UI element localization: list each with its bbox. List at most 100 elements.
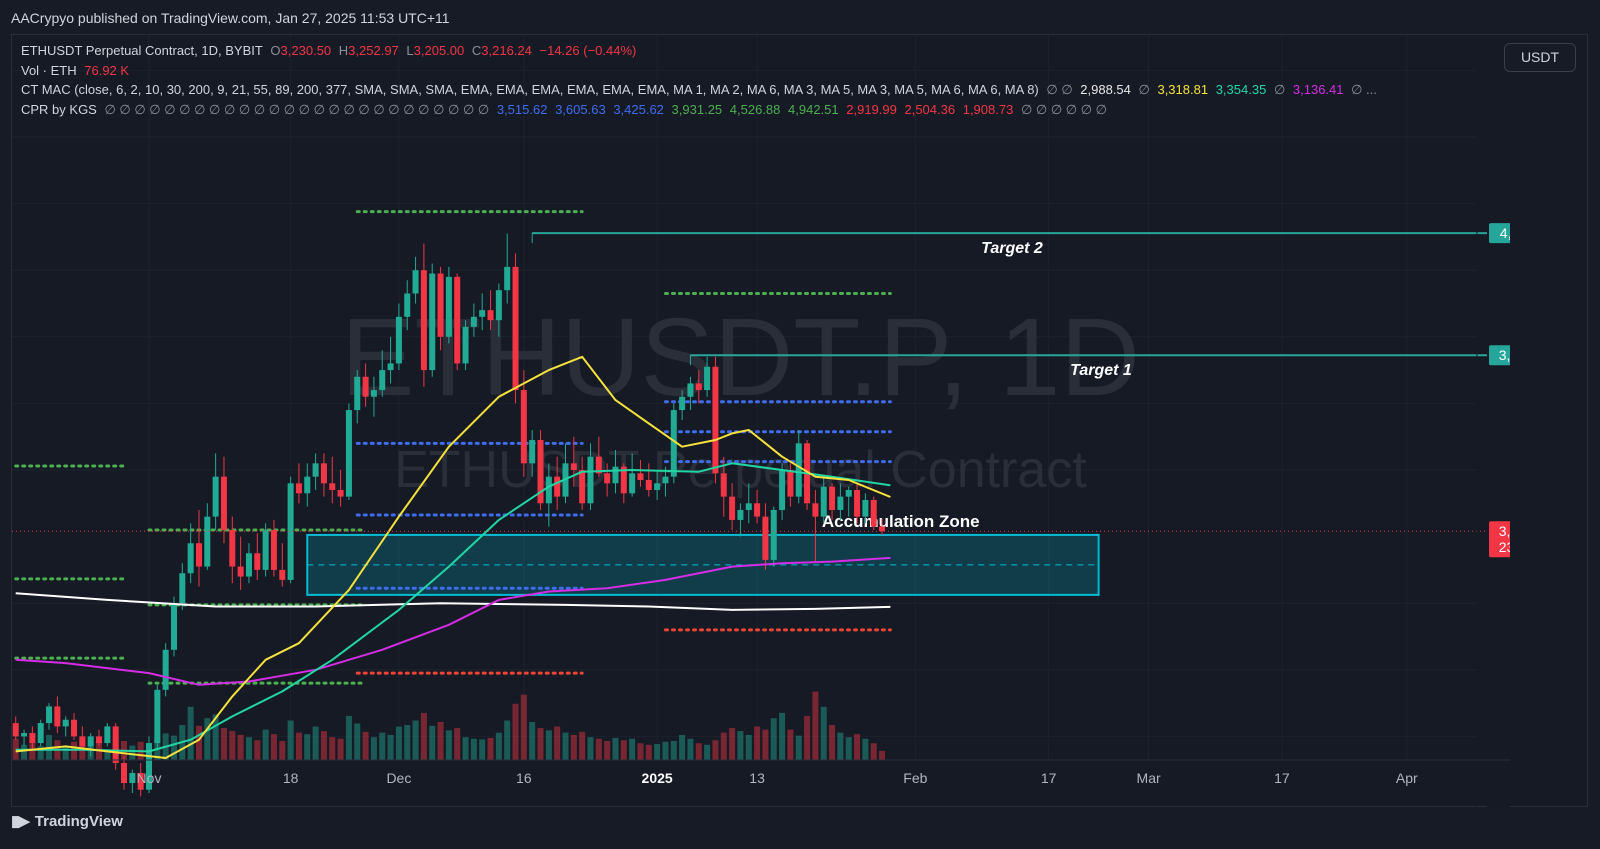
last-price-countdown: 23:06:03 <box>1499 539 1510 555</box>
candle-body <box>845 489 852 497</box>
cpr-red-2: 2,504.36 <box>904 101 956 117</box>
candle-body <box>620 466 627 494</box>
time-tick-label: 13 <box>749 770 765 786</box>
volume-name[interactable]: Vol · ETH <box>21 62 77 78</box>
candle-body <box>604 473 611 484</box>
volume-bar <box>220 728 227 760</box>
price-chart[interactable]: ETHUSDT.P, 1D ETHUSDT Perpetual Contract A… <box>12 35 1510 808</box>
volume-bar <box>395 726 402 760</box>
candle-body <box>712 366 719 474</box>
price-axis[interactable] <box>1487 35 1510 808</box>
volume-bar <box>737 731 744 760</box>
target-2-price-badge <box>1489 223 1510 244</box>
cpr-green-3: 4,942.51 <box>788 101 839 117</box>
volume-bar <box>312 726 319 760</box>
volume-bar <box>762 729 769 760</box>
volume-bar <box>420 712 427 760</box>
volume-bar <box>537 728 544 760</box>
volume-bar <box>879 750 886 760</box>
candle-body <box>787 470 794 497</box>
candle-body <box>404 293 411 317</box>
volume-bar <box>862 738 869 760</box>
candle-body <box>12 723 19 737</box>
volume-bar <box>479 739 486 760</box>
currency-button[interactable]: USDT <box>1504 43 1576 72</box>
volume-bar <box>804 715 811 760</box>
volume-bar <box>729 728 736 760</box>
volume-bar <box>404 725 411 760</box>
chart-panel[interactable]: ETHUSDT.P, 1D ETHUSDT Perpetual Contract A… <box>11 34 1588 808</box>
ctmac-nulls-d: ∅ ... <box>1351 82 1377 97</box>
legend-symbol-row[interactable]: ETHUSDT Perpetual Contract, 1D, BYBIT O3… <box>21 41 1381 61</box>
legend-ctmac-row[interactable]: CT MAC (close, 6, 2, 10, 30, 200, 9, 21,… <box>21 80 1381 100</box>
target-1-price-value: 3,744.73 <box>1499 347 1510 363</box>
close-label: C <box>471 43 482 58</box>
high-value: 3,252.97 <box>348 43 399 58</box>
volume-bar <box>379 732 386 760</box>
candle-body <box>729 496 736 520</box>
candle-body <box>854 489 861 517</box>
volume-bar <box>237 734 244 760</box>
volume-bar <box>679 734 686 760</box>
candle-body <box>554 476 561 497</box>
volume-bar <box>71 741 78 760</box>
candle-body <box>412 270 419 294</box>
candle-body <box>29 733 36 744</box>
volume-bar <box>37 746 44 760</box>
ctmac-name[interactable]: CT MAC (close, 6, 2, 10, 30, 200, 9, 21,… <box>21 82 1039 97</box>
volume-bar <box>62 747 69 760</box>
ctmac-nulls-b: ∅ <box>1138 82 1150 97</box>
candle-body <box>462 326 469 364</box>
candle-body <box>529 440 536 464</box>
candle-body <box>295 483 302 494</box>
volume-bar <box>662 741 669 760</box>
candle-body <box>154 689 161 744</box>
time-tick-label: Dec <box>386 770 411 786</box>
volume-bar <box>770 718 777 760</box>
volume-bar <box>829 725 836 760</box>
footer-brand[interactable]: ▮▶ TradingView <box>11 806 123 836</box>
cpr-name[interactable]: CPR by KGS <box>21 101 97 117</box>
volume-bar <box>254 740 261 760</box>
candle-body <box>820 486 827 517</box>
volume-bar <box>512 703 519 760</box>
candle-body <box>837 496 844 510</box>
legend-cpr-row[interactable]: CPR by KGS ∅ ∅ ∅ ∅ ∅ ∅ ∅ ∅ ∅ ∅ ∅ ∅ ∅ ∅ ∅… <box>21 100 1381 120</box>
volume-bar <box>854 734 861 760</box>
volume-bar <box>704 744 711 760</box>
volume-bar <box>504 720 511 760</box>
candle-body <box>187 543 194 574</box>
ctmac-value-3: 3,354.35 <box>1215 82 1267 97</box>
change-value: −14.26 (−0.44%) <box>539 43 637 58</box>
volume-bar <box>845 737 852 760</box>
open-value: 3,230.50 <box>280 43 332 58</box>
candle-body <box>595 456 602 474</box>
volume-bar <box>279 741 286 760</box>
chart-area[interactable]: ETHUSDT.P, 1D ETHUSDT Perpetual Contract A… <box>12 35 1510 808</box>
volume-bar <box>454 728 461 760</box>
time-tick-label: Feb <box>903 770 927 786</box>
candle-body <box>37 723 44 744</box>
legend-volume-row[interactable]: Vol · ETH 76.92 K <box>21 61 1381 81</box>
volume-bar <box>370 737 377 760</box>
volume-bar <box>870 743 877 760</box>
cpr-red-1: 2,919.99 <box>846 101 897 117</box>
candle-body <box>71 719 78 737</box>
symbol-name[interactable]: ETHUSDT Perpetual Contract, 1D, BYBIT <box>21 43 263 58</box>
volume-bar <box>204 718 211 760</box>
volume-bar <box>345 715 352 760</box>
candle-body <box>379 370 386 391</box>
volume-bar <box>554 726 561 760</box>
cpr-blue-1: 3,515.62 <box>496 101 548 117</box>
volume-bar <box>412 720 419 760</box>
candle-body <box>329 483 336 490</box>
candle-body <box>520 390 527 464</box>
candle-body <box>879 526 886 532</box>
candle-body <box>87 736 94 747</box>
ctmac-value-4: 3,136.41 <box>1292 82 1344 97</box>
volume-bar <box>520 694 527 760</box>
time-tick-label: 18 <box>283 770 299 786</box>
tradingview-logo-icon: ▮▶ <box>11 813 30 830</box>
target-2-price-value: 4,111.26 <box>1500 225 1510 241</box>
watermark-description: ETHUSDT Perpetual Contract <box>394 441 1087 499</box>
